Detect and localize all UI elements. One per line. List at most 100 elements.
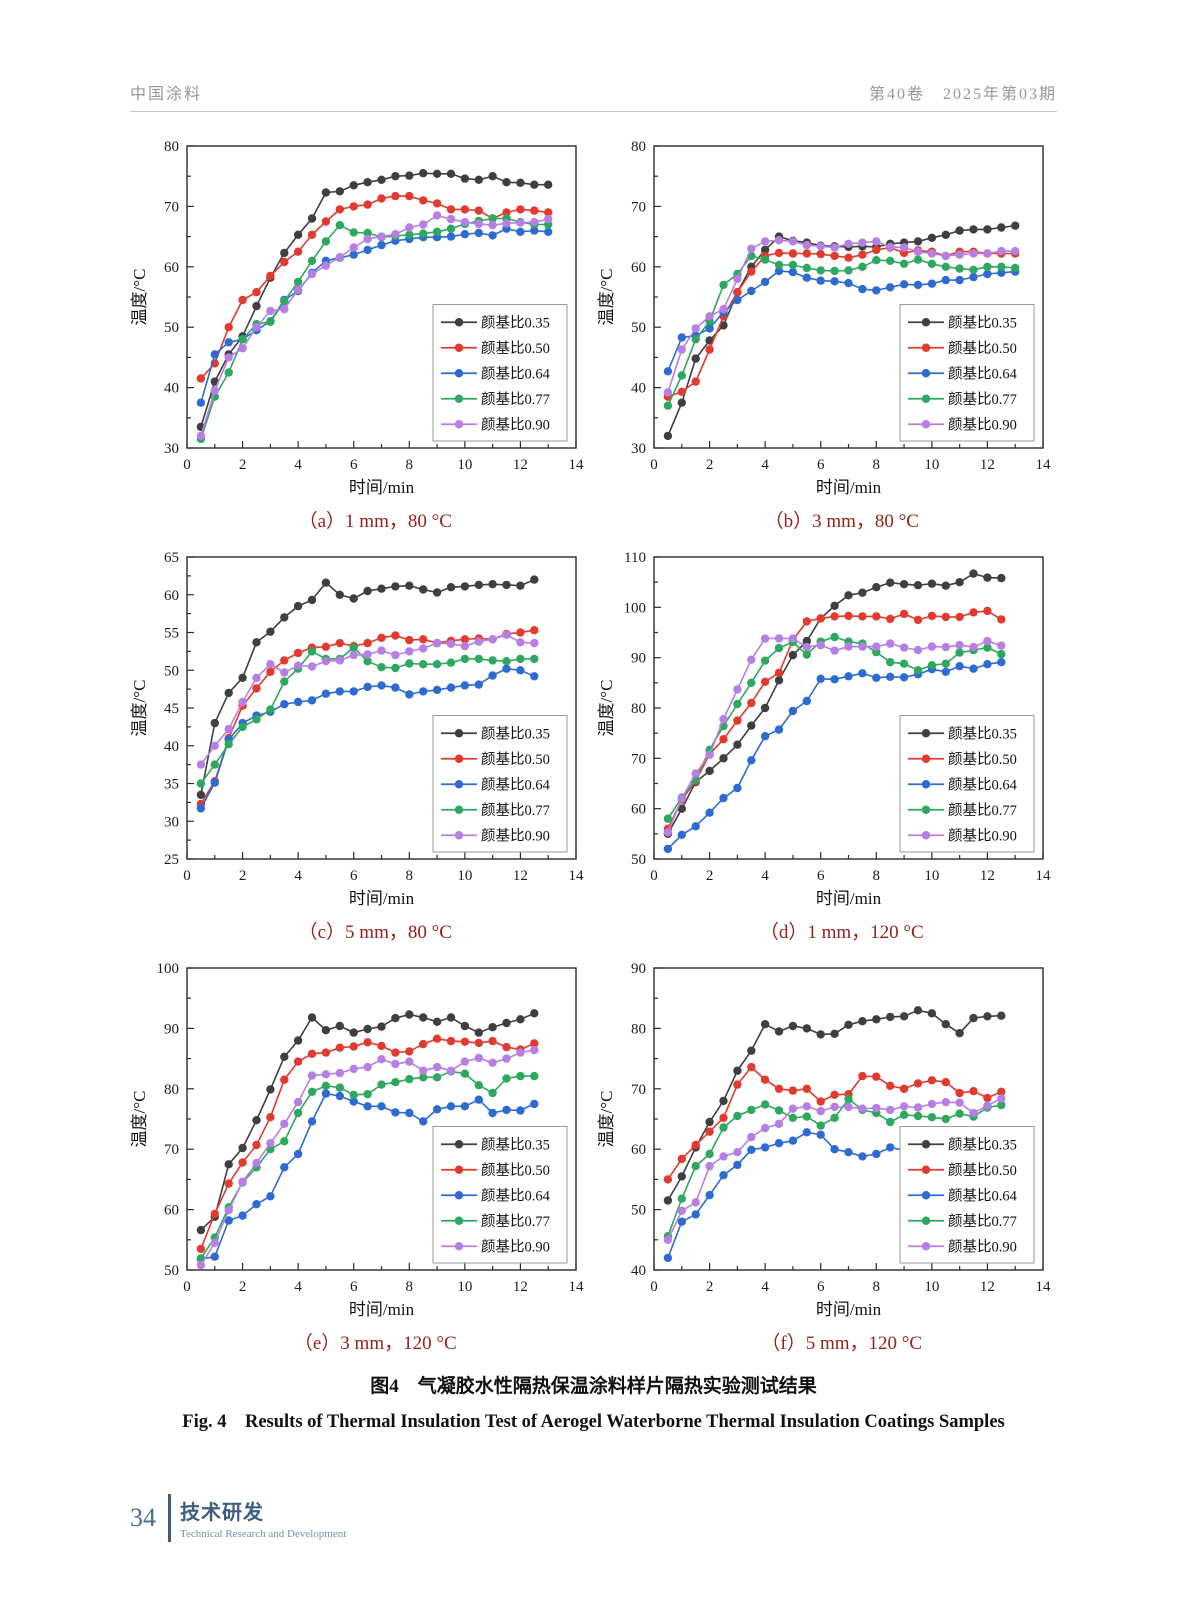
svg-text:25: 25	[164, 852, 179, 868]
svg-text:6: 6	[350, 868, 358, 884]
svg-text:40: 40	[631, 381, 646, 397]
svg-text:时间/min: 时间/min	[816, 478, 882, 497]
svg-text:14: 14	[1035, 1279, 1051, 1295]
chart-d-plot: 0 2 4 6 8 10 12 14 50 60 70 80 90 100 110 时间/min 温度/°C 颜基…	[597, 550, 1051, 908]
svg-text:颜基比0.50: 颜基比0.50	[481, 751, 550, 768]
svg-text:60: 60	[164, 588, 179, 604]
svg-text:颜基比0.50: 颜基比0.50	[948, 340, 1017, 357]
svg-text:0: 0	[184, 868, 192, 884]
svg-text:0: 0	[650, 1279, 658, 1295]
svg-text:14: 14	[1035, 457, 1051, 473]
svg-text:14: 14	[569, 1279, 585, 1295]
svg-text:颜基比0.35: 颜基比0.35	[481, 314, 550, 331]
chart-d-caption: （d）1 mm，120 °C	[759, 922, 924, 943]
svg-text:70: 70	[164, 1142, 179, 1158]
svg-text:90: 90	[631, 961, 646, 977]
svg-text:80: 80	[631, 1021, 646, 1037]
svg-text:6: 6	[817, 868, 825, 884]
svg-text:颜基比0.77: 颜基比0.77	[948, 391, 1017, 408]
journal-name: 中国涂料	[130, 86, 203, 103]
svg-text:颜基比0.64: 颜基比0.64	[481, 776, 551, 793]
svg-text:颜基比0.90: 颜基比0.90	[948, 1238, 1017, 1255]
svg-text:40: 40	[164, 381, 179, 397]
svg-text:2: 2	[706, 457, 714, 473]
svg-text:45: 45	[164, 701, 179, 717]
svg-text:温度/°C: 温度/°C	[130, 269, 149, 326]
figure-caption-en: Fig. 4 Results of Thermal Insulation Tes…	[182, 1412, 1005, 1432]
svg-text:12: 12	[513, 868, 528, 884]
svg-text:14: 14	[569, 868, 585, 884]
journal-issue: 第40卷 2025年第03期	[868, 86, 1057, 103]
svg-text:8: 8	[872, 868, 880, 884]
svg-text:颜基比0.64: 颜基比0.64	[481, 1187, 551, 1204]
svg-text:30: 30	[164, 814, 179, 830]
svg-text:14: 14	[1035, 868, 1051, 884]
svg-text:8: 8	[872, 457, 880, 473]
svg-text:60: 60	[631, 1142, 646, 1158]
svg-text:65: 65	[164, 550, 179, 566]
svg-text:12: 12	[980, 457, 995, 473]
svg-text:50: 50	[164, 320, 179, 336]
svg-text:6: 6	[350, 457, 358, 473]
svg-text:颜基比0.64: 颜基比0.64	[481, 365, 551, 382]
figure-grid: 0 2 4 6 8 10 12 14 30 40 50 60 70 80 时间/min 温度/°C 颜基比0.3…	[130, 136, 1057, 1355]
footer-section-zh: 技术研发	[180, 1502, 264, 1524]
svg-text:12: 12	[513, 1279, 528, 1295]
svg-text:时间/min: 时间/min	[816, 1300, 882, 1319]
svg-text:0: 0	[650, 868, 658, 884]
svg-text:2: 2	[239, 457, 247, 473]
svg-text:50: 50	[631, 320, 646, 336]
svg-text:0: 0	[650, 457, 658, 473]
footer-section-en: Technical Research and Development	[180, 1528, 347, 1540]
svg-text:温度/°C: 温度/°C	[130, 680, 149, 737]
chart-f-plot: 0 2 4 6 8 10 12 14 40 50 60 70 80 90 时间/min 温度/°C 颜基比0.3…	[597, 961, 1051, 1319]
svg-text:70: 70	[164, 199, 179, 215]
footer-divider	[168, 1494, 171, 1542]
svg-text:时间/min: 时间/min	[349, 478, 415, 497]
page-footer: 34 技术研发 Technical Research and Developme…	[130, 1494, 346, 1542]
chart-d: 0 2 4 6 8 10 12 14 50 60 70 80 90 100 110 时间/min 温度/°C 颜基…	[597, 547, 1058, 944]
svg-text:颜基比0.64: 颜基比0.64	[948, 1187, 1018, 1204]
svg-text:颜基比0.77: 颜基比0.77	[948, 802, 1017, 819]
svg-text:50: 50	[164, 1263, 179, 1279]
chart-b-plot: 0 2 4 6 8 10 12 14 30 40 50 60 70 80 时间/min 温度/°C 颜基比0.3…	[597, 139, 1051, 497]
svg-text:6: 6	[817, 1279, 825, 1295]
svg-text:8: 8	[406, 868, 414, 884]
chart-b-caption: （b）3 mm，80 °C	[764, 511, 919, 532]
svg-text:颜基比0.50: 颜基比0.50	[948, 1162, 1017, 1179]
svg-text:8: 8	[406, 1279, 414, 1295]
svg-text:颜基比0.50: 颜基比0.50	[481, 1162, 550, 1179]
svg-text:温度/°C: 温度/°C	[597, 1091, 616, 1148]
svg-text:颜基比0.77: 颜基比0.77	[948, 1213, 1017, 1230]
svg-text:时间/min: 时间/min	[816, 889, 882, 908]
chart-b: 0 2 4 6 8 10 12 14 30 40 50 60 70 80 时间/min 温度/°C 颜基比0.3…	[597, 136, 1058, 533]
chart-a-plot: 0 2 4 6 8 10 12 14 30 40 50 60 70 80 时间/min 温度/°C 颜基比0.3…	[130, 139, 584, 497]
svg-text:60: 60	[164, 260, 179, 276]
svg-text:颜基比0.35: 颜基比0.35	[948, 725, 1017, 742]
svg-text:颜基比0.90: 颜基比0.90	[948, 416, 1017, 433]
svg-text:颜基比0.50: 颜基比0.50	[481, 340, 550, 357]
chart-f-caption: （f）5 mm，120 °C	[761, 1333, 923, 1354]
svg-text:60: 60	[631, 802, 646, 818]
svg-text:2: 2	[239, 1279, 247, 1295]
chart-c: 0 2 4 6 8 10 12 14 25 30 35 40 45 50 55 60 65 时间/min 温度/°C…	[130, 547, 591, 944]
chart-c-plot: 0 2 4 6 8 10 12 14 25 30 35 40 45 50 55 60 65 时间/min 温度/°C…	[130, 550, 585, 908]
svg-text:80: 80	[631, 701, 646, 717]
svg-text:颜基比0.90: 颜基比0.90	[481, 827, 550, 844]
svg-text:4: 4	[295, 868, 303, 884]
svg-text:10: 10	[924, 868, 939, 884]
chart-a-caption: （a）1 mm，80 °C	[298, 511, 452, 532]
svg-text:6: 6	[350, 1279, 358, 1295]
svg-text:颜基比0.90: 颜基比0.90	[481, 1238, 550, 1255]
svg-text:4: 4	[761, 457, 769, 473]
svg-text:80: 80	[164, 139, 179, 155]
journal-page: 中国涂料 第40卷 2025年第03期 0 2 4 6 8 10 12 14 30 40 50 60 7…	[130, 80, 1057, 1432]
svg-text:4: 4	[295, 1279, 303, 1295]
page-header: 中国涂料 第40卷 2025年第03期	[130, 80, 1057, 104]
svg-text:4: 4	[761, 868, 769, 884]
svg-text:10: 10	[924, 457, 939, 473]
svg-text:100: 100	[157, 961, 180, 977]
svg-text:2: 2	[239, 868, 247, 884]
svg-text:颜基比0.90: 颜基比0.90	[948, 827, 1017, 844]
svg-text:70: 70	[631, 751, 646, 767]
